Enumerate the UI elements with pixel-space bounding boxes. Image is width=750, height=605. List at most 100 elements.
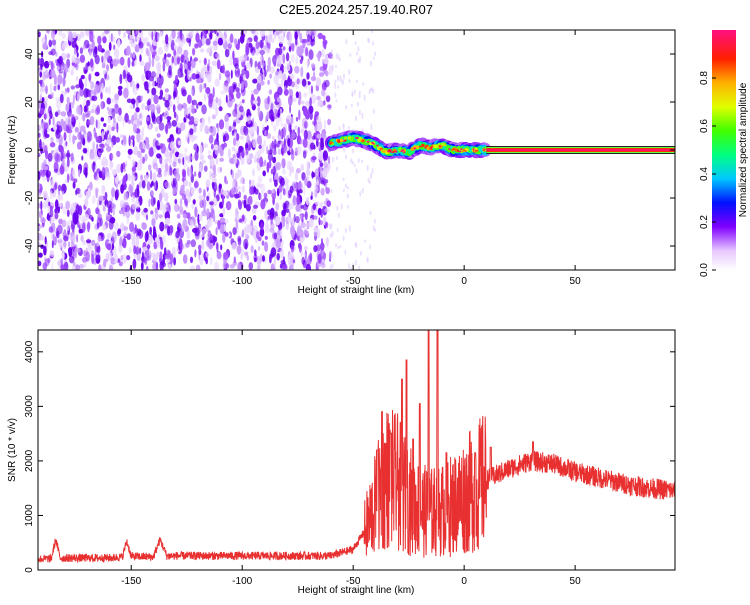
noise-blob bbox=[277, 108, 281, 118]
noise-blob bbox=[280, 259, 286, 265]
noise-blob bbox=[113, 117, 116, 124]
noise-blob bbox=[320, 179, 325, 185]
noise-blob bbox=[164, 163, 169, 173]
noise-blob bbox=[117, 85, 123, 90]
noise-blob bbox=[186, 240, 191, 245]
noise-blob bbox=[101, 62, 106, 69]
noise-blob bbox=[306, 168, 311, 177]
noise-blob bbox=[131, 159, 136, 166]
noise-blob bbox=[348, 78, 351, 83]
noise-blob bbox=[336, 228, 339, 233]
noise-blob bbox=[209, 170, 212, 181]
noise-blob bbox=[51, 263, 54, 270]
noise-blob bbox=[367, 37, 370, 44]
noise-blob bbox=[344, 183, 347, 189]
noise-blob bbox=[130, 39, 133, 45]
noise-blob bbox=[117, 58, 121, 65]
noise-blob bbox=[130, 98, 136, 105]
noise-blob bbox=[224, 114, 229, 123]
noise-blob bbox=[167, 263, 172, 269]
noise-blob bbox=[151, 218, 156, 227]
noise-blob bbox=[150, 196, 155, 207]
noise-blob bbox=[185, 188, 190, 197]
noise-blob bbox=[49, 216, 53, 224]
noise-blob bbox=[187, 60, 192, 69]
noise-blob bbox=[340, 203, 343, 210]
noise-blob bbox=[224, 232, 229, 237]
noise-blob bbox=[108, 41, 112, 51]
noise-blob bbox=[152, 162, 158, 170]
noise-blob bbox=[109, 160, 113, 171]
noise-blob bbox=[245, 62, 252, 70]
noise-blob bbox=[292, 259, 296, 264]
noise-blob bbox=[146, 265, 149, 270]
noise-blob bbox=[205, 179, 211, 188]
noise-blob bbox=[272, 136, 275, 141]
noise-blob bbox=[214, 78, 220, 87]
noise-blob bbox=[81, 134, 85, 145]
noise-blob bbox=[38, 57, 41, 66]
noise-blob bbox=[237, 169, 242, 178]
noise-blob bbox=[176, 213, 181, 219]
noise-blob bbox=[133, 89, 138, 96]
noise-blob bbox=[359, 56, 362, 63]
noise-blob bbox=[175, 38, 181, 43]
noise-blob bbox=[360, 250, 362, 256]
noise-blob bbox=[181, 89, 187, 97]
noise-blob bbox=[369, 87, 372, 92]
noise-blob bbox=[177, 140, 182, 146]
noise-blob bbox=[350, 158, 353, 164]
noise-blob bbox=[116, 150, 121, 158]
noise-blob bbox=[217, 37, 223, 46]
noise-blob bbox=[76, 52, 79, 58]
noise-blob bbox=[194, 206, 198, 218]
noise-blob bbox=[207, 218, 211, 229]
noise-blob bbox=[114, 176, 119, 185]
noise-blob bbox=[141, 180, 146, 189]
noise-blob bbox=[198, 195, 205, 200]
noise-blob bbox=[305, 100, 311, 107]
noise-blob bbox=[198, 163, 204, 173]
noise-blob bbox=[117, 89, 123, 96]
noise-blob bbox=[135, 107, 140, 113]
noise-blob bbox=[313, 226, 319, 233]
track-blob bbox=[432, 144, 435, 147]
noise-blob bbox=[273, 139, 277, 148]
noise-blob bbox=[77, 214, 82, 221]
noise-blob bbox=[40, 200, 43, 211]
noise-blob bbox=[275, 116, 280, 128]
noise-blob bbox=[95, 136, 101, 143]
noise-blob bbox=[222, 194, 225, 206]
noise-blob bbox=[197, 244, 202, 251]
noise-blob bbox=[123, 230, 128, 237]
noise-blob bbox=[254, 257, 257, 262]
noise-blob bbox=[164, 192, 169, 202]
noise-blob bbox=[350, 103, 353, 108]
noise-blob bbox=[110, 98, 116, 103]
noise-blob bbox=[337, 75, 339, 82]
noise-blob bbox=[50, 60, 54, 71]
colorbar: 0.0 0.2 0.4 0.6 0.8 Normalized spectral ampl… bbox=[699, 30, 749, 277]
noise-blob bbox=[361, 159, 364, 164]
noise-blob bbox=[259, 49, 266, 56]
noise-blob bbox=[239, 177, 244, 184]
noise-blob bbox=[295, 116, 299, 122]
noise-blob bbox=[243, 126, 249, 136]
noise-blob bbox=[112, 35, 116, 43]
noise-blob bbox=[102, 205, 106, 212]
noise-blob bbox=[199, 144, 203, 155]
noise-blob bbox=[250, 245, 254, 254]
noise-blob bbox=[300, 128, 305, 134]
noise-blob bbox=[198, 248, 202, 256]
noise-blob bbox=[102, 36, 107, 44]
noise-blob bbox=[250, 45, 254, 54]
noise-blob bbox=[69, 102, 71, 113]
noise-blob bbox=[158, 122, 165, 131]
noise-blob bbox=[146, 181, 151, 191]
noise-blob bbox=[342, 188, 345, 192]
noise-blob bbox=[80, 74, 85, 80]
noise-blob bbox=[265, 48, 271, 54]
noise-blob bbox=[166, 53, 172, 58]
noise-blob bbox=[148, 198, 151, 208]
noise-blob bbox=[236, 185, 241, 191]
